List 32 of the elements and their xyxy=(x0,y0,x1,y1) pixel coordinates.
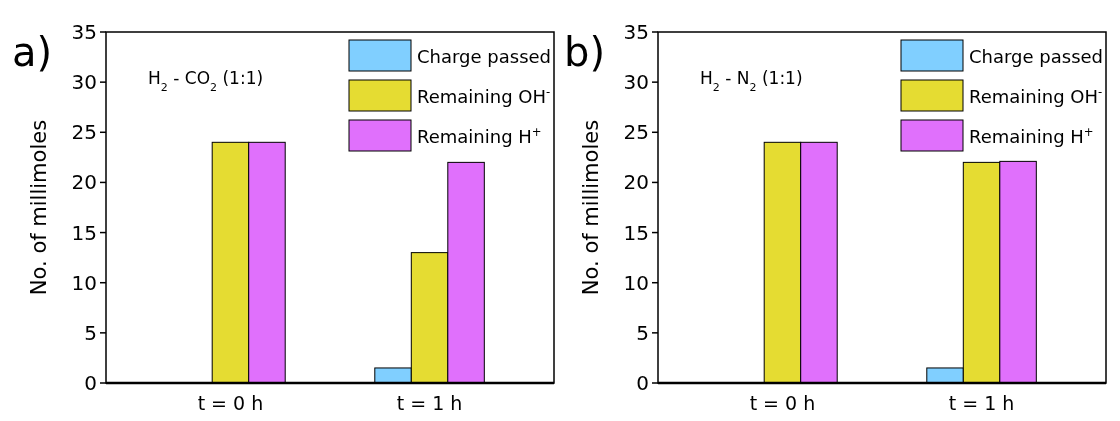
legend-label: Remaining H$^{+}$ xyxy=(969,125,1094,147)
chart-title: b) xyxy=(564,29,605,75)
x-tick-label: t = 0 h xyxy=(197,392,264,414)
y-tick-label: 30 xyxy=(623,70,649,95)
y-tick-label: 5 xyxy=(84,320,97,345)
annotation: H$_{2}$ - N$_{2}$ (1:1) xyxy=(700,68,803,94)
y-tick-label: 15 xyxy=(623,220,649,245)
legend-label: Charge passed xyxy=(969,46,1104,67)
y-tick-label: 20 xyxy=(71,170,97,195)
y-tick-label: 0 xyxy=(636,371,649,395)
y-axis-title: No. of millimoles xyxy=(27,119,51,296)
chart-title: a) xyxy=(12,29,53,75)
y-tick-label: 30 xyxy=(71,70,97,95)
y-tick-label: 10 xyxy=(71,270,97,295)
legend-label: Remaining H$^{+}$ xyxy=(417,125,542,147)
y-tick-label: 5 xyxy=(636,320,649,345)
y-tick-label: 35 xyxy=(71,20,97,44)
legend-label: Charge passed xyxy=(417,46,552,67)
x-tick-label: t = 1 h xyxy=(948,392,1015,414)
y-tick-label: 20 xyxy=(623,170,649,195)
y-axis-title: No. of millimoles xyxy=(579,119,603,296)
x-tick-label: t = 0 h xyxy=(749,392,816,414)
legend-label: Remaining OH$^{-}$ xyxy=(969,85,1103,107)
y-tick-label: 25 xyxy=(71,120,97,145)
y-tick-label: 25 xyxy=(623,120,649,145)
y-tick-label: 10 xyxy=(623,270,649,295)
y-tick-label: 35 xyxy=(623,20,649,44)
annotation: H$_{2}$ - CO$_{2}$ (1:1) xyxy=(148,68,264,94)
y-tick-label: 15 xyxy=(71,220,97,245)
y-tick-label: 0 xyxy=(84,371,97,395)
x-tick-label: t = 1 h xyxy=(396,392,463,414)
legend-label: Remaining OH$^{-}$ xyxy=(417,85,551,107)
